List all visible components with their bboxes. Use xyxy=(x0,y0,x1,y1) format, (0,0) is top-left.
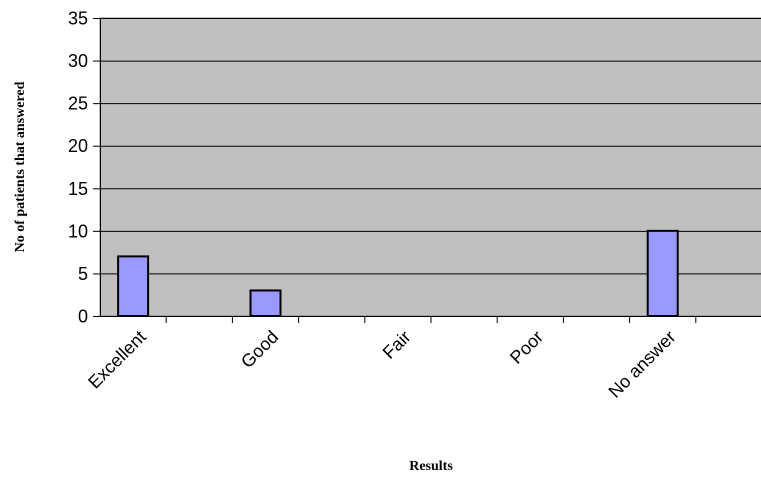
gridlines xyxy=(100,18,761,275)
x-tick-label-excellent: Excellent xyxy=(84,327,150,393)
x-tick-label-fair: Fair xyxy=(379,327,415,363)
y-tick-label-25: 25 xyxy=(68,94,88,114)
y-tick-label-20: 20 xyxy=(68,136,88,156)
y-tick-label-10: 10 xyxy=(68,221,88,241)
bar-excellent xyxy=(117,255,150,317)
x-tick-label-poor: Poor xyxy=(506,327,547,368)
bars xyxy=(117,229,679,318)
bar-good xyxy=(249,289,282,318)
x-axis-title: Results xyxy=(409,459,453,474)
x-tick-label-good: Good xyxy=(237,327,282,372)
x-tick-label-no-answer: No answer xyxy=(605,327,680,402)
axes xyxy=(93,18,761,323)
y-tick-label-15: 15 xyxy=(68,179,88,199)
y-tick-label-30: 30 xyxy=(68,51,88,71)
y-tick-label-5: 5 xyxy=(78,264,88,284)
y-tick-label-0: 0 xyxy=(78,307,88,327)
x-tick-labels: Excellent Good Fair Poor No answer xyxy=(84,327,679,402)
y-axis-title: No of patients that answered xyxy=(13,81,28,252)
y-tick-labels: 0 5 10 15 20 25 30 35 xyxy=(68,9,88,327)
bar-no-answer xyxy=(646,229,679,318)
y-tick-label-35: 35 xyxy=(68,9,88,29)
